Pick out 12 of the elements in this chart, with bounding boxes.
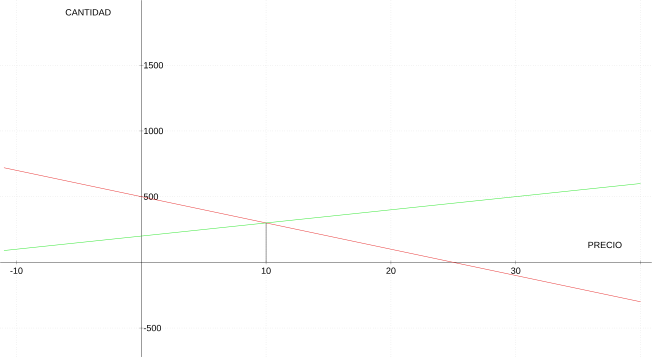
y-tick-label: 500: [144, 193, 158, 200]
y-axis-title: CANTIDAD: [66, 9, 111, 16]
x-tick-label: 30: [511, 267, 520, 274]
line-series: [4, 167, 641, 302]
y-tick-label: 1000: [144, 128, 164, 134]
y-tick-label: -500: [144, 324, 162, 332]
x-tick-label: 20: [386, 267, 396, 274]
line-series: [4, 183, 641, 251]
x-tick-label: 10: [262, 267, 271, 274]
x-tick-label: -10: [10, 267, 23, 274]
y-tick-label: 1500: [144, 62, 164, 68]
x-axis-title: PRECIO: [588, 242, 622, 248]
